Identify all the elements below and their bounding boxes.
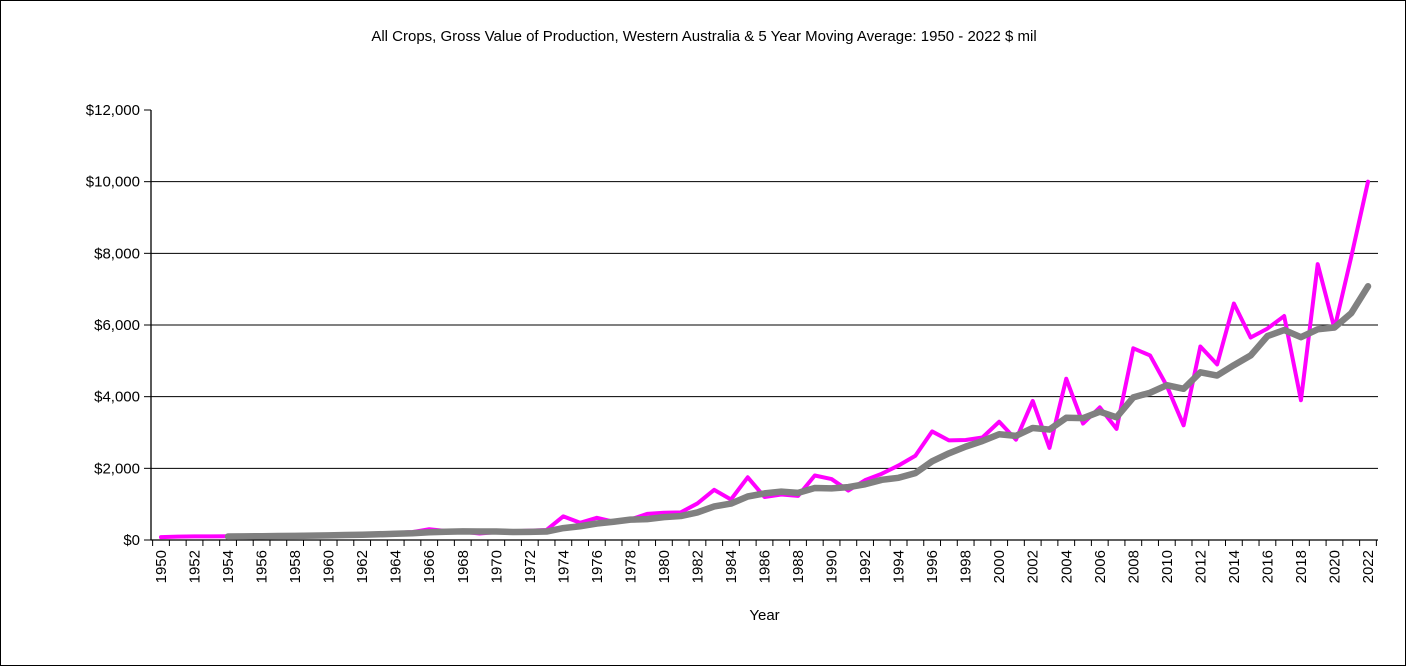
svg-text:1994: 1994 — [891, 550, 908, 583]
svg-text:1980: 1980 — [656, 550, 673, 583]
svg-text:$4,000: $4,000 — [94, 389, 140, 406]
svg-text:1970: 1970 — [488, 550, 505, 583]
svg-text:1976: 1976 — [589, 550, 606, 583]
svg-text:1992: 1992 — [857, 550, 874, 583]
svg-text:2012: 2012 — [1192, 550, 1209, 583]
svg-text:1962: 1962 — [354, 550, 371, 583]
svg-text:1986: 1986 — [757, 550, 774, 583]
chart-title: All Crops, Gross Value of Production, We… — [371, 28, 1037, 45]
svg-text:$10,000: $10,000 — [86, 174, 140, 191]
svg-text:1966: 1966 — [421, 550, 438, 583]
svg-text:1996: 1996 — [924, 550, 941, 583]
svg-text:1952: 1952 — [187, 550, 204, 583]
svg-text:1972: 1972 — [522, 550, 539, 583]
svg-text:2002: 2002 — [1025, 550, 1042, 583]
svg-text:2006: 2006 — [1092, 550, 1109, 583]
svg-text:1974: 1974 — [555, 550, 572, 583]
svg-text:1984: 1984 — [723, 550, 740, 583]
svg-text:1982: 1982 — [689, 550, 706, 583]
svg-text:2020: 2020 — [1326, 550, 1343, 583]
svg-text:$6,000: $6,000 — [94, 317, 140, 334]
svg-text:1988: 1988 — [790, 550, 807, 583]
svg-text:1954: 1954 — [220, 550, 237, 583]
svg-text:1958: 1958 — [287, 550, 304, 583]
svg-text:1950: 1950 — [153, 550, 170, 583]
svg-text:1960: 1960 — [321, 550, 338, 583]
svg-text:2022: 2022 — [1360, 550, 1377, 583]
svg-text:1990: 1990 — [824, 550, 841, 583]
svg-text:1998: 1998 — [958, 550, 975, 583]
svg-text:1978: 1978 — [622, 550, 639, 583]
svg-text:1956: 1956 — [254, 550, 271, 583]
svg-text:2016: 2016 — [1259, 550, 1276, 583]
x-axis-title: Year — [749, 607, 780, 624]
svg-text:$2,000: $2,000 — [94, 460, 140, 477]
svg-text:2000: 2000 — [991, 550, 1008, 583]
svg-text:$0: $0 — [123, 532, 140, 549]
svg-text:1964: 1964 — [388, 550, 405, 583]
svg-text:2018: 2018 — [1293, 550, 1310, 583]
svg-text:1968: 1968 — [455, 550, 472, 583]
svg-text:2008: 2008 — [1125, 550, 1142, 583]
svg-text:2014: 2014 — [1226, 550, 1243, 583]
svg-text:$12,000: $12,000 — [86, 102, 140, 119]
svg-text:2004: 2004 — [1058, 550, 1075, 583]
svg-text:$8,000: $8,000 — [94, 245, 140, 262]
svg-text:2010: 2010 — [1159, 550, 1176, 583]
